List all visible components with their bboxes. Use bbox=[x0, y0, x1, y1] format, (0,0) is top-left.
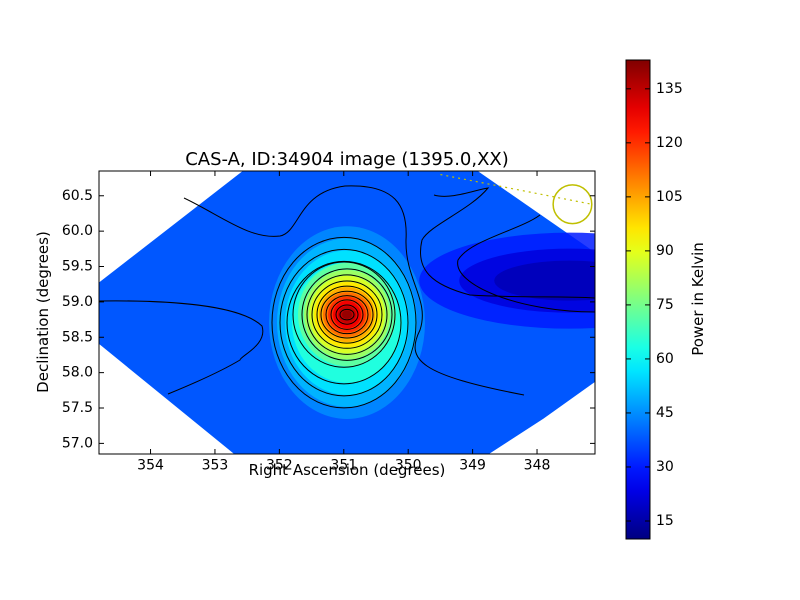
y-axis-label: Declination (degrees) bbox=[34, 231, 52, 393]
intensity-level bbox=[342, 310, 352, 319]
contour-line bbox=[420, 187, 595, 299]
contour-line bbox=[183, 185, 525, 396]
y-tick-label: 59.5 bbox=[62, 259, 93, 275]
beam-circle bbox=[552, 184, 593, 225]
contour-level bbox=[330, 299, 364, 330]
contour-line bbox=[457, 214, 595, 313]
x-tick-label: 352 bbox=[266, 458, 293, 474]
beam-indicator-line bbox=[440, 173, 592, 205]
x-tick-label: 351 bbox=[330, 458, 357, 474]
contour-lines bbox=[99, 185, 595, 409]
contour-level bbox=[271, 236, 417, 409]
colorbar-tick-label: 120 bbox=[656, 135, 683, 151]
y-tick-label: 60.0 bbox=[62, 223, 93, 239]
colorbar bbox=[625, 59, 651, 540]
colorbar-tick-label: 30 bbox=[656, 459, 674, 475]
colorbar-tick-label: 90 bbox=[656, 243, 674, 259]
x-tick-label: 350 bbox=[395, 458, 422, 474]
contour-level bbox=[279, 248, 409, 397]
colorbar-tick-label: 135 bbox=[656, 81, 683, 97]
y-axis: 57.0 57.5 58.0 58.5 59.0 59.5 60.0 60.5 bbox=[62, 188, 595, 451]
contour-level bbox=[325, 295, 369, 335]
contour-level bbox=[292, 261, 396, 368]
colorbar-tick-label: 60 bbox=[656, 351, 674, 367]
x-tick-label: 353 bbox=[202, 458, 229, 474]
x-axis-label: Right Ascension (degrees) bbox=[249, 461, 446, 479]
chart-title: CAS-A, ID:34904 image (1395.0,XX) bbox=[185, 149, 509, 170]
contour-line bbox=[99, 300, 264, 395]
plot-frame bbox=[98, 170, 596, 455]
colorbar-label: Power in Kelvin bbox=[689, 242, 707, 356]
y-tick-label: 60.5 bbox=[62, 188, 93, 204]
contour-level bbox=[286, 260, 402, 385]
colorbar-tick-label: 15 bbox=[656, 513, 674, 529]
colorbar-tick-label: 45 bbox=[656, 405, 674, 421]
colorbar-ticks: 15 30 45 60 75 90 105 120 135 bbox=[626, 81, 683, 529]
contour-level bbox=[320, 290, 374, 339]
contour-level bbox=[316, 285, 378, 344]
x-tick-label: 354 bbox=[137, 458, 164, 474]
contour-level bbox=[339, 308, 355, 321]
colorbar-tick-label: 105 bbox=[656, 189, 683, 205]
plot-area bbox=[99, 171, 595, 454]
x-axis: 354 353 352 351 350 349 348 bbox=[137, 171, 550, 474]
contour-level bbox=[301, 268, 393, 361]
contour-level bbox=[306, 274, 388, 355]
contour-level bbox=[335, 304, 359, 325]
x-tick-label: 349 bbox=[459, 458, 486, 474]
y-tick-label: 58.5 bbox=[62, 329, 93, 345]
x-tick-label: 348 bbox=[524, 458, 551, 474]
y-tick-label: 59.0 bbox=[62, 294, 93, 310]
trough-region bbox=[494, 260, 595, 301]
y-tick-label: 58.0 bbox=[62, 365, 93, 381]
y-tick-label: 57.5 bbox=[62, 400, 93, 416]
contour-level bbox=[311, 280, 383, 349]
y-tick-label: 57.0 bbox=[62, 435, 93, 451]
colorbar-tick-label: 75 bbox=[656, 297, 674, 313]
